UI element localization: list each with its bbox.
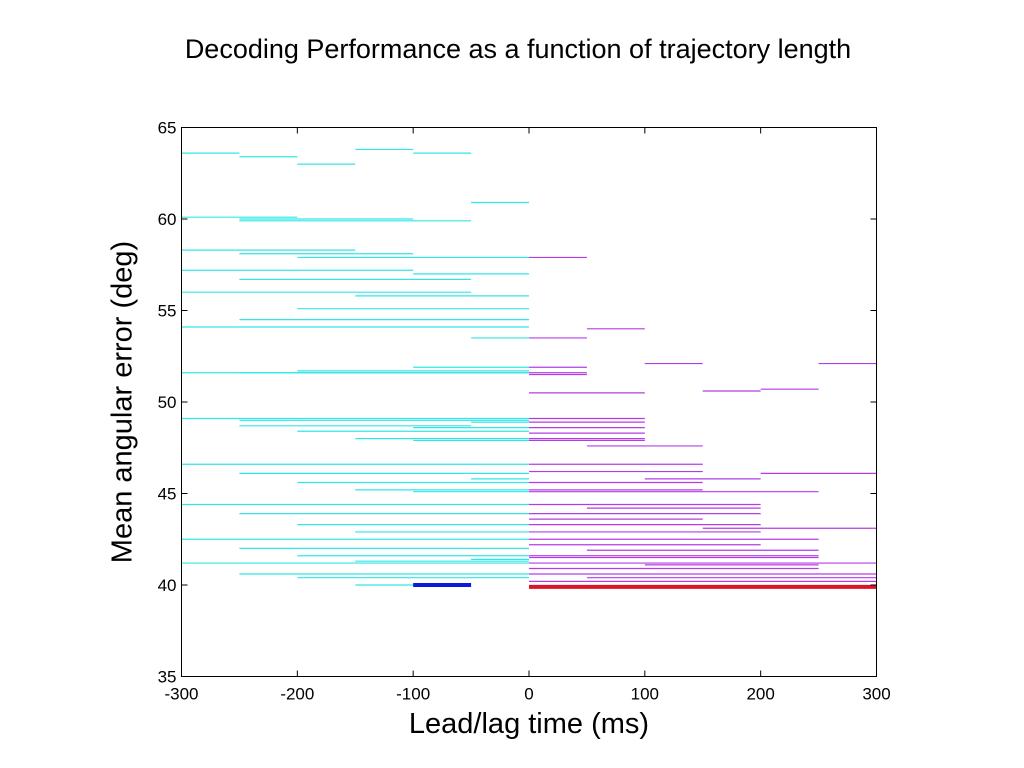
x-tick-label: 100 xyxy=(631,685,659,704)
axis-ticks: -300 -200 -100 0 100 200 300 35 40 45 50 55 60 65 xyxy=(158,119,891,704)
y-tick-label: 45 xyxy=(158,485,177,504)
x-axis-label: Lead/lag time (ms) xyxy=(408,708,650,740)
axes-frame xyxy=(181,127,877,677)
x-tick-label: 0 xyxy=(524,685,533,704)
y-tick-label: 40 xyxy=(158,576,177,595)
y-tick-label: 55 xyxy=(158,302,177,321)
x-tick-label: -100 xyxy=(396,685,430,704)
y-tick-label: 50 xyxy=(158,393,177,412)
y-tick-label: 65 xyxy=(158,119,177,138)
data-segments xyxy=(181,148,877,589)
x-tick-label: -200 xyxy=(280,685,314,704)
chart-title: Decoding Performance as a function of tr… xyxy=(184,34,852,64)
x-tick-label: 200 xyxy=(746,685,774,704)
y-tick-label: 60 xyxy=(158,210,177,229)
x-tick-label: -300 xyxy=(164,685,198,704)
y-axis-label: Mean angular error (deg) xyxy=(106,240,139,564)
x-tick-label: 300 xyxy=(862,685,890,704)
y-tick-label: 35 xyxy=(158,668,177,687)
